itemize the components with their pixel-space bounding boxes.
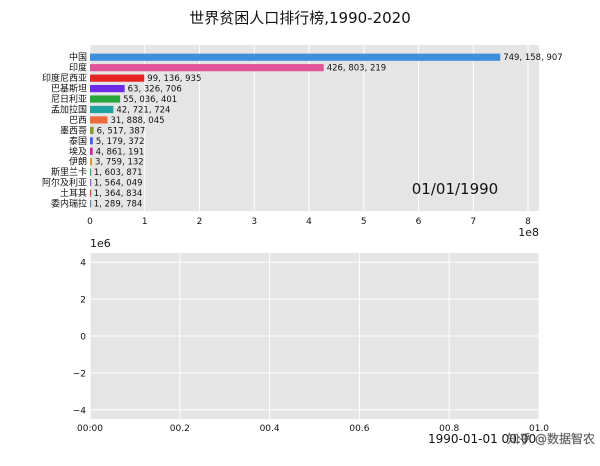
bar-value-label: 6, 517, 387 — [97, 126, 146, 136]
line-chart: −4 −2 0 2 4 00:00 00.2 00.4 00.6 00.8 01.0 1e6 19… — [73, 237, 550, 446]
bar-value-label: 749, 158, 907 — [503, 53, 562, 63]
bar-value-label: 1, 603, 871 — [94, 168, 143, 178]
bar-category-label: 伊朗 — [69, 156, 87, 168]
line-chart-y-tick-label: 2 — [80, 296, 86, 306]
line-chart-y-tick-label: −4 — [73, 406, 87, 416]
bar-category-label: 巴西 — [69, 115, 87, 126]
bar-chart-plot-area — [90, 45, 539, 211]
line-chart-y-tick-label: −2 — [73, 369, 86, 379]
bar-value-label: 4, 861, 191 — [96, 147, 145, 157]
bar-chart-x-tick-label: 3 — [251, 217, 257, 227]
bar-category-label: 委内瑞拉 — [51, 198, 87, 210]
line-chart-x-tick-label: 00.2 — [170, 424, 190, 434]
date-label: 01/01/1990 — [412, 180, 498, 198]
bar-category-label: 中国 — [69, 51, 87, 63]
bar — [90, 105, 114, 114]
bar-value-label: 1, 289, 784 — [94, 200, 143, 210]
bar-value-label: 31, 888, 045 — [110, 116, 164, 126]
line-chart-y-tick-label: 0 — [80, 333, 86, 343]
bar-chart-x-tick-label: 6 — [416, 217, 422, 227]
line-chart-x-tick-label: 01.0 — [529, 424, 549, 434]
bar-chart: 中国印度印度尼西亚巴基斯坦尼日利亚孟加拉国巴西墨西哥泰国埃及伊朗斯里兰卡阿尔及利… — [42, 45, 563, 239]
bar-chart-gridlines — [89, 45, 529, 211]
bar-chart-x-tick-label: 7 — [470, 217, 476, 227]
watermark-text: 知乎 @数据智农 — [507, 431, 595, 446]
bar — [90, 179, 92, 187]
x-offset-label: 1990-01-01 00:00 — [428, 432, 536, 446]
bar-category-label: 印度 — [69, 62, 87, 74]
bar — [90, 199, 92, 208]
bar-chart-category-labels: 中国印度印度尼西亚巴基斯坦尼日利亚孟加拉国巴西墨西哥泰国埃及伊朗斯里兰卡阿尔及利… — [42, 51, 87, 209]
bar — [90, 74, 145, 82]
bar — [90, 126, 94, 134]
line-chart-y-tick-label: 4 — [80, 259, 86, 269]
bar-category-label: 泰国 — [69, 135, 87, 147]
line-chart-x-tick-label: 00:00 — [77, 424, 103, 434]
bar-chart-x-ticks: 0 1 2 3 4 5 6 7 8 — [87, 217, 531, 227]
bar-value-label: 63, 326, 706 — [128, 85, 182, 95]
bar — [90, 53, 501, 61]
bar-category-label: 尼日利亚 — [51, 93, 87, 105]
bar-category-label: 印度尼西亚 — [42, 72, 87, 84]
bar-value-label: 42, 721, 724 — [116, 105, 170, 115]
bar-chart-x-tick-label: 2 — [197, 217, 203, 227]
bar-value-label: 1, 564, 049 — [94, 179, 143, 189]
bar — [90, 189, 92, 197]
bar-value-label: 5, 179, 372 — [96, 137, 145, 147]
bar — [90, 147, 93, 155]
bar — [90, 158, 93, 166]
line-chart-x-tick-label: 00.4 — [260, 424, 280, 434]
bar-chart-value-labels: 749, 158, 907 426, 803, 219 99, 136, 93563… — [94, 53, 563, 209]
bar-chart-x-tick-label: 1 — [142, 217, 148, 227]
bar-category-label: 阿尔及利亚 — [42, 177, 87, 189]
bar-category-label: 巴基斯坦 — [51, 83, 87, 95]
line-chart-y-ticks: −4 −2 0 2 4 — [73, 259, 87, 417]
chart-title: 世界贫困人口排行榜,1990-2020 — [189, 9, 411, 27]
bar — [90, 137, 93, 145]
line-chart-x-ticks: 00:00 00.2 00.4 00.6 00.8 01.0 — [77, 424, 549, 434]
bar-value-label: 1, 364, 834 — [94, 189, 143, 199]
bar-chart-x-tick-label: 5 — [361, 217, 367, 227]
bar-category-label: 墨西哥 — [60, 125, 87, 136]
line-chart-x-tick-label: 00.6 — [349, 424, 369, 434]
bar — [90, 64, 324, 72]
bar — [90, 95, 121, 103]
bar-category-label: 孟加拉国 — [51, 103, 87, 115]
bar-category-label: 埃及 — [69, 145, 87, 157]
bar-category-label: 斯里兰卡 — [51, 166, 87, 178]
bar-value-label: 3, 759, 132 — [95, 158, 144, 168]
bar-value-label: 99, 136, 935 — [147, 74, 201, 84]
bar-chart-bars — [90, 53, 501, 208]
bar — [90, 116, 108, 124]
bar — [90, 84, 125, 93]
bar-category-label: 土耳其 — [60, 187, 87, 199]
line-chart-x-tick-label: 00.8 — [439, 424, 459, 434]
bar-chart-x-tick-label: 0 — [87, 217, 93, 227]
bar-chart-x-tick-label: 8 — [525, 217, 531, 227]
line-chart-gridlines — [89, 253, 540, 419]
bar-value-label: 426, 803, 219 — [327, 64, 386, 74]
y-multiplier-label: 1e6 — [90, 237, 111, 250]
bar-chart-x-tick-label: 4 — [306, 217, 312, 227]
x-multiplier-label: 1e8 — [518, 226, 539, 239]
bar-value-label: 55, 036, 401 — [123, 95, 177, 105]
bar — [90, 168, 92, 176]
